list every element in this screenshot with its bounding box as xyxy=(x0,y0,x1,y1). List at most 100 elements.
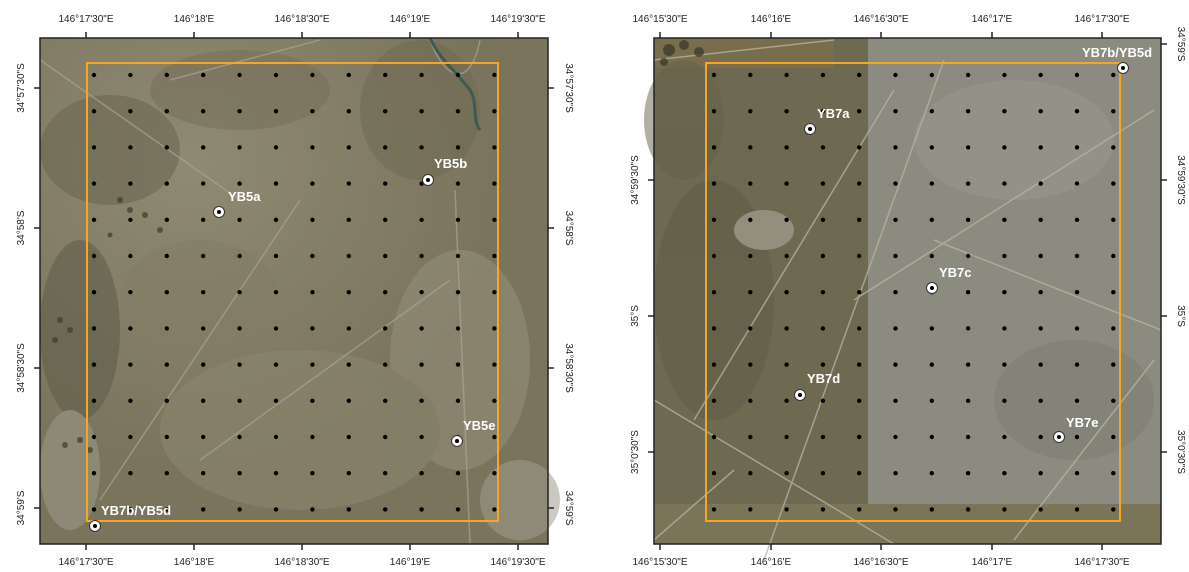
grid-point xyxy=(383,217,388,222)
grid-point xyxy=(91,398,97,403)
site-marker[interactable]: YB7d xyxy=(794,371,841,401)
grid-point xyxy=(1002,471,1007,476)
grid-point xyxy=(455,109,461,114)
grid-point xyxy=(164,217,169,222)
grid-point xyxy=(455,326,461,331)
grid-point xyxy=(857,290,862,295)
grid-point xyxy=(820,362,826,367)
grid-point xyxy=(455,398,461,403)
grid-point xyxy=(1111,145,1116,150)
site-marker[interactable]: YB7e xyxy=(1053,415,1099,443)
grid-point xyxy=(857,181,862,186)
grid-point xyxy=(1038,507,1043,512)
grid-point xyxy=(237,398,242,403)
grid-point xyxy=(128,290,133,295)
grid-point xyxy=(237,362,242,367)
top-tick-label: 146°18'E xyxy=(174,14,215,25)
grid-point xyxy=(857,253,862,259)
grid-point xyxy=(1002,145,1007,150)
grid-point xyxy=(1038,434,1043,440)
grid-point xyxy=(820,181,826,186)
grid-point xyxy=(492,398,497,403)
grid-point xyxy=(383,398,388,403)
grid-point xyxy=(1002,362,1007,367)
grid-point xyxy=(273,217,279,222)
site-marker[interactable]: YB7a xyxy=(804,106,851,135)
grid-point xyxy=(346,507,351,512)
grid-point xyxy=(310,434,315,440)
top-tick-label: 146°19'E xyxy=(390,14,431,25)
grid-point xyxy=(91,217,97,222)
grid-point xyxy=(1111,471,1116,476)
grid-point xyxy=(310,109,315,114)
site-marker[interactable]: YB5b xyxy=(422,156,468,186)
grid-point xyxy=(492,72,497,78)
grid-point xyxy=(748,109,753,114)
grid-point xyxy=(748,507,753,512)
imagery-texture xyxy=(40,40,560,540)
grid-point xyxy=(492,181,497,186)
grid-point xyxy=(965,217,971,222)
grid-point xyxy=(383,507,388,512)
grid-point xyxy=(310,253,315,259)
grid-point xyxy=(1111,362,1116,367)
grid-point xyxy=(164,398,169,403)
grid-point xyxy=(893,362,898,367)
grid-point xyxy=(784,72,789,78)
grid-point xyxy=(346,145,351,150)
grid-point xyxy=(711,109,717,114)
grid-point xyxy=(929,434,934,440)
grid-point xyxy=(164,109,169,114)
site-marker[interactable]: YB5e xyxy=(451,418,496,447)
grid-point xyxy=(128,326,133,331)
grid-point xyxy=(857,326,862,331)
grid-point xyxy=(965,109,971,114)
site-marker[interactable]: YB5a xyxy=(213,189,262,218)
grid-point xyxy=(237,145,242,150)
grid-point xyxy=(1074,471,1080,476)
grid-point xyxy=(164,326,169,331)
grid-point xyxy=(91,362,97,367)
top-tick-label: 146°17'30"E xyxy=(1074,14,1129,25)
grid-point xyxy=(91,145,97,150)
grid-point xyxy=(893,434,898,440)
grid-point xyxy=(784,362,789,367)
grid-point xyxy=(1074,290,1080,295)
grid-point xyxy=(1002,72,1007,78)
grid-point xyxy=(1111,290,1116,295)
grid-point xyxy=(1074,72,1080,78)
grid-point xyxy=(237,217,242,222)
grid-point xyxy=(310,217,315,222)
grid-point xyxy=(164,290,169,295)
grid-point xyxy=(1111,72,1116,78)
top-tick-label: 146°18'30"E xyxy=(274,14,329,25)
right-tick-label: 34°59'S xyxy=(1175,27,1186,62)
site-marker[interactable]: YB7b/YB5d xyxy=(89,503,172,532)
grid-point xyxy=(965,181,971,186)
vegetation xyxy=(660,40,704,66)
grid-point xyxy=(237,181,242,186)
grid-point xyxy=(820,507,826,512)
grid-point xyxy=(1111,253,1116,259)
grid-point xyxy=(383,326,388,331)
bottom-tick-label: 146°17'30"E xyxy=(1074,557,1129,568)
grid-point xyxy=(893,72,898,78)
grid-point xyxy=(1038,326,1043,331)
sample-grid xyxy=(91,72,497,512)
grid-point xyxy=(857,507,862,512)
grid-point xyxy=(929,72,934,78)
site-marker[interactable]: YB7b/YB5d xyxy=(1082,45,1152,74)
grid-point xyxy=(310,72,315,78)
grid-point xyxy=(237,507,242,512)
grid-point xyxy=(128,398,133,403)
grid-point xyxy=(455,72,461,78)
grid-point xyxy=(711,181,717,186)
grid-point xyxy=(91,326,97,331)
grid-point xyxy=(128,471,133,476)
site-label: YB7e xyxy=(1066,415,1099,430)
site-marker[interactable]: YB7c xyxy=(926,265,972,294)
grid-point xyxy=(857,398,862,403)
grid-point xyxy=(929,181,934,186)
grid-point xyxy=(748,471,753,476)
grid-point xyxy=(346,109,351,114)
